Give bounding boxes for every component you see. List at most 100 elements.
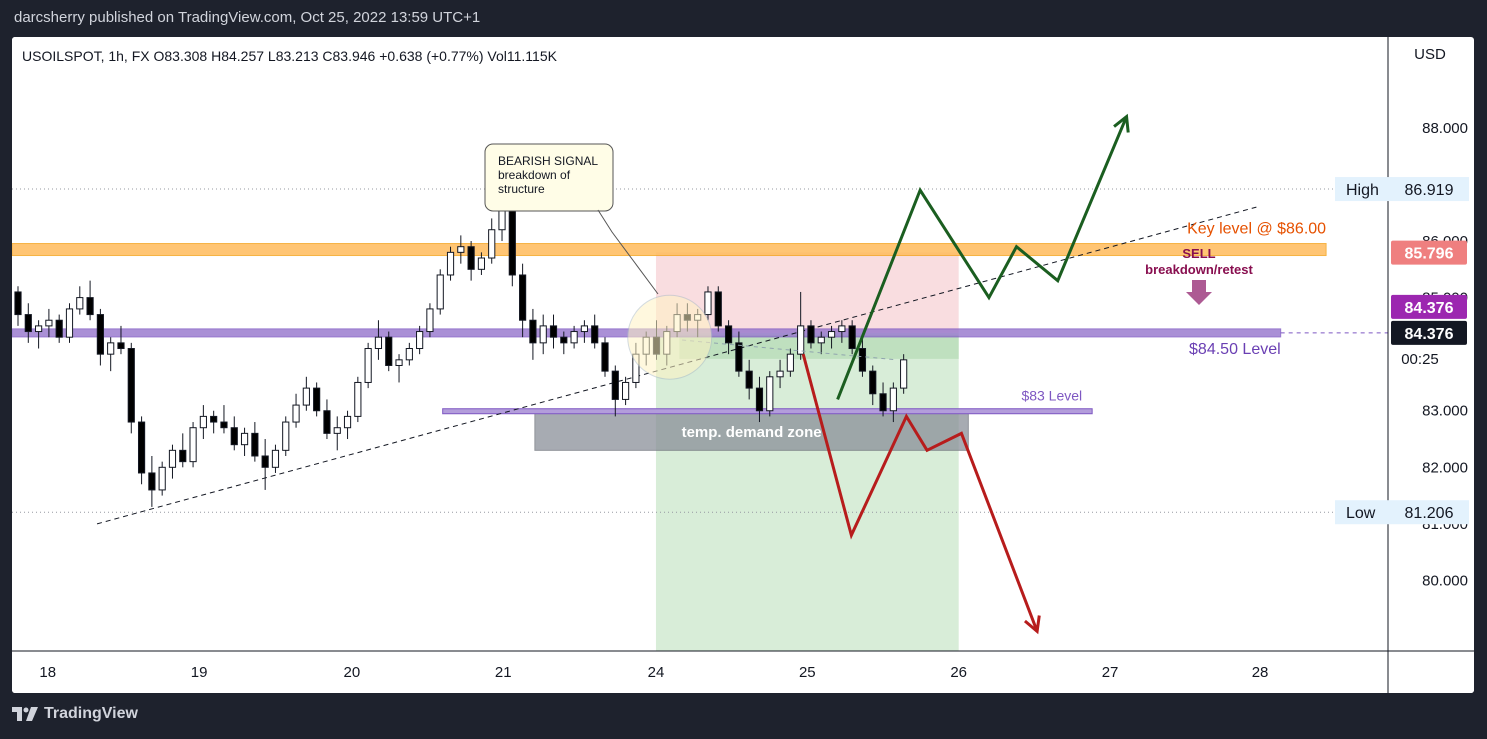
time-tick: 20 (344, 664, 361, 681)
brand-name: TradingView (44, 705, 138, 722)
candle (364, 342, 372, 389)
candle-body (848, 325, 856, 350)
candle (189, 422, 197, 468)
candle-body (426, 308, 434, 333)
candle (55, 314, 63, 343)
candle-body (446, 251, 455, 276)
candle-body (807, 325, 815, 344)
candle (24, 303, 32, 343)
candle (374, 320, 383, 360)
candle (76, 286, 84, 315)
candle (416, 325, 424, 355)
take-profit-zone (655, 332, 959, 651)
candle (240, 427, 249, 456)
candle (900, 354, 908, 394)
candle-body (436, 274, 444, 310)
time-tick: 18 (39, 664, 56, 681)
candle (148, 455, 156, 507)
candle (127, 342, 135, 434)
candle (210, 410, 218, 434)
candle (107, 337, 115, 372)
candle (549, 314, 558, 349)
candle (580, 320, 588, 343)
candle-body (395, 359, 403, 366)
candle-body (282, 421, 290, 451)
candle-body (313, 387, 321, 412)
candle-body (364, 348, 372, 383)
candle (426, 303, 434, 338)
time-tick: 27 (1102, 664, 1119, 681)
candle (858, 337, 867, 377)
low-value: 81.206 (1405, 505, 1454, 522)
candle (230, 416, 238, 451)
candle-body (467, 246, 475, 270)
bearish-scenario-path-arrowhead (1023, 615, 1041, 635)
candle (271, 444, 280, 473)
time-tick: 25 (799, 664, 816, 681)
time-tick: 21 (495, 664, 512, 681)
candle-body (869, 370, 877, 395)
bullish-scenario-path (836, 116, 1128, 400)
countdown-label: 00:25 (1401, 351, 1439, 368)
candle-body (323, 410, 331, 434)
price-tick: 88.000 (1422, 120, 1468, 137)
sell-label: SELL (1182, 246, 1215, 261)
candle-body (477, 257, 486, 270)
candle (168, 444, 177, 479)
candle (405, 342, 413, 366)
candle (65, 303, 74, 343)
price-tick: 82.000 (1422, 459, 1468, 476)
candle-body (210, 415, 218, 423)
candle-body (889, 387, 897, 412)
candle (776, 359, 784, 389)
candle-body (292, 404, 300, 423)
candle (282, 416, 290, 456)
candle-body (240, 432, 249, 446)
candle-body (580, 325, 588, 333)
candle (395, 354, 403, 383)
candle (14, 286, 22, 326)
sell-sublabel: breakdown/retest (1145, 262, 1253, 277)
countdown-bg (1391, 346, 1467, 369)
publish-header: darcsherry published on TradingView.com,… (14, 9, 481, 26)
candle (889, 382, 897, 423)
candle (117, 325, 125, 355)
candle-body (457, 246, 465, 253)
candle (807, 320, 815, 349)
candle (343, 410, 352, 440)
candle-body (416, 331, 424, 350)
candle (797, 291, 805, 360)
candle-body (827, 331, 836, 338)
symbol-info: USOILSPOT, 1h, FX O83.308 H84.257 L83.21… (22, 48, 558, 64)
candle (766, 371, 774, 417)
candle-body (786, 353, 794, 372)
candle (86, 280, 94, 321)
level-8450-label: $84.50 Level (1189, 341, 1281, 358)
candle-body (879, 393, 887, 412)
chart-panel[interactable]: BEARISH SIGNAL breakdown of structure Key l… (12, 37, 1474, 693)
candle-body (755, 387, 764, 412)
candle-body (261, 455, 269, 468)
time-tick: 26 (950, 664, 967, 681)
tradingview-brand[interactable]: TradingView (12, 705, 138, 723)
candle-body (488, 229, 496, 259)
high-label: High (1346, 182, 1379, 199)
candle-body (24, 314, 32, 333)
candle (220, 405, 228, 434)
candle (539, 314, 547, 355)
candle-body (570, 331, 578, 344)
candle-body (127, 348, 135, 423)
candle-body (179, 449, 187, 463)
highlight-circle (627, 294, 713, 380)
candle-body (96, 314, 104, 355)
candle-body (900, 359, 908, 389)
candle (488, 218, 496, 264)
candle-body (107, 342, 115, 355)
candle (199, 405, 207, 440)
time-axis-area (12, 651, 1474, 693)
low-label: Low (1346, 505, 1376, 522)
candle (611, 365, 619, 417)
candle-body (86, 297, 94, 316)
candle-body (189, 427, 197, 463)
